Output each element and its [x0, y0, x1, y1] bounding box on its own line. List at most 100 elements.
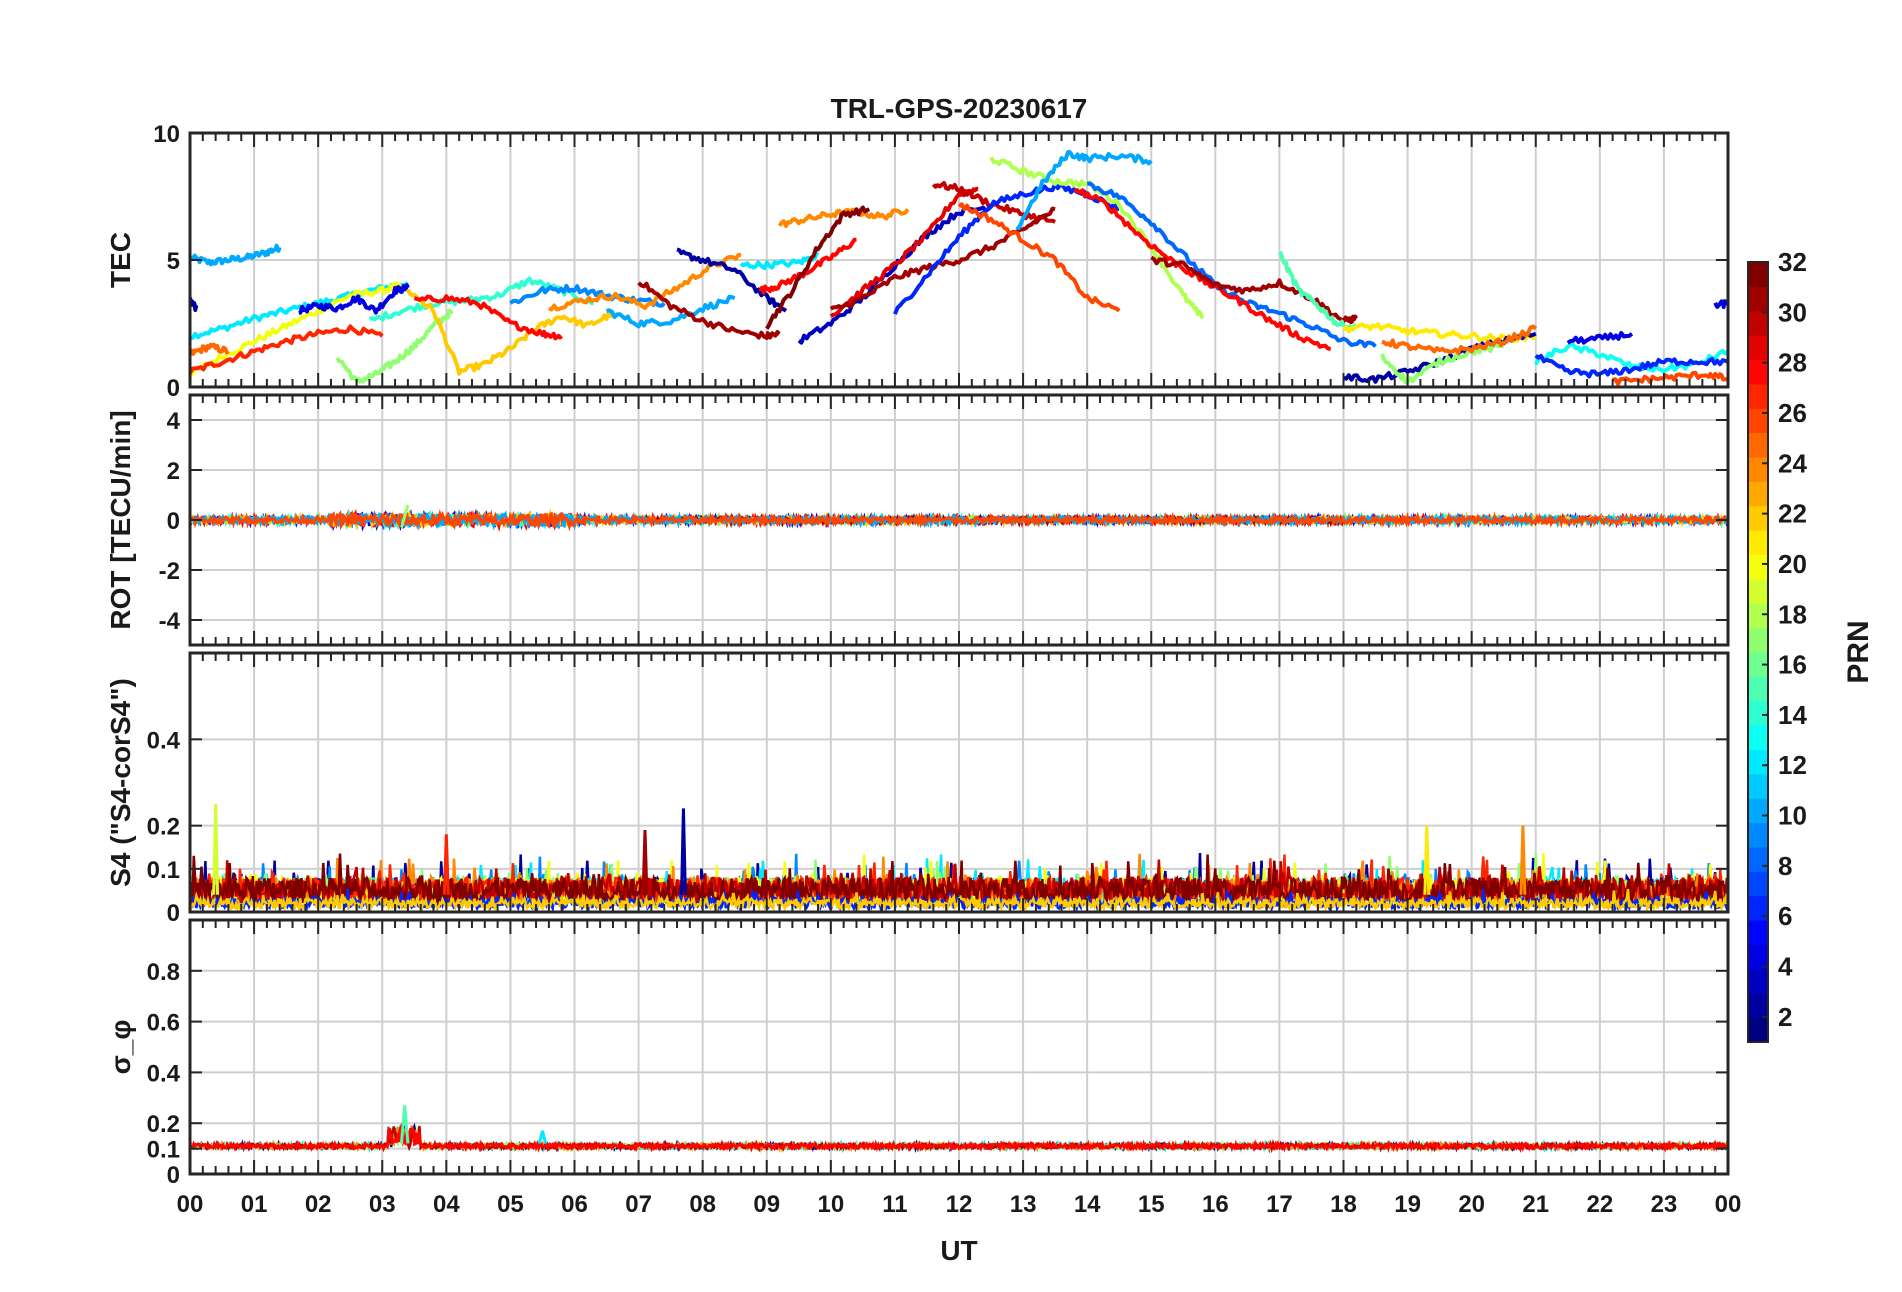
x-tick-label: 15 — [1138, 1191, 1165, 1218]
s4-peak-prn-24 — [1519, 825, 1527, 895]
y-tick-label: -4 — [159, 608, 181, 635]
colorbar-band — [1748, 383, 1768, 409]
colorbar-tick-label: 10 — [1778, 801, 1807, 831]
colorbar-tick-label: 24 — [1778, 448, 1807, 478]
y-tick-label: 0.1 — [147, 857, 180, 884]
x-tick-label: 02 — [305, 1191, 332, 1218]
colorbar-frame — [1747, 261, 1769, 1043]
y-tick-label: 10 — [153, 121, 180, 148]
x-tick-label: 20 — [1458, 1191, 1485, 1218]
colorbar-band — [1748, 530, 1768, 555]
s4-peak-prn-27 — [442, 834, 450, 895]
tec-series-prn-26 — [957, 202, 1121, 313]
tec-series-prn-31 — [1150, 255, 1359, 325]
colorbar-band — [1748, 335, 1768, 360]
colorbar-band — [1748, 408, 1768, 434]
tec-series-prn-21 — [1342, 322, 1537, 344]
colorbar-band — [1748, 652, 1768, 677]
x-tick-label: 10 — [817, 1191, 844, 1218]
tec-series-prn-12 — [739, 251, 820, 271]
colorbar-band — [1748, 920, 1768, 945]
y-axis-label: σ_φ — [105, 1020, 136, 1075]
colorbar-tick-label: 2 — [1778, 1002, 1792, 1032]
x-tick-label: 08 — [689, 1191, 716, 1218]
x-tick-label: 00 — [177, 1191, 204, 1218]
tec-series-prn-27 — [190, 324, 384, 374]
panel-rot: -4 -2 0 2 4 ROT [TECU/min] — [105, 393, 1730, 647]
colorbar-tick-label: 6 — [1778, 901, 1792, 931]
colorbar-band — [1748, 505, 1768, 531]
x-tick-label: 17 — [1266, 1191, 1293, 1218]
colorbar-band — [1748, 871, 1768, 897]
rot-spike-prn-17 — [400, 504, 410, 528]
data-layer — [190, 149, 1728, 386]
tec-series-prn-15 — [1277, 251, 1359, 332]
s4-peak-prn-21 — [1423, 825, 1431, 895]
y-tick-label: 0.2 — [147, 814, 180, 841]
colorbar-band — [1748, 286, 1768, 312]
tec-series-prn-26 — [1612, 370, 1728, 386]
panel-sigma_phi: 00.10.2 0.4 0.6 0.8 σ_φ — [105, 918, 1730, 1189]
tec-series-prn-4 — [1713, 299, 1728, 309]
s4-peak-prn-19 — [212, 804, 220, 895]
colorbar-band — [1748, 603, 1768, 629]
colorbar-tick-label: 30 — [1778, 297, 1807, 327]
y-tick-label: 0 — [167, 1162, 180, 1189]
x-tick-label: 13 — [1010, 1191, 1037, 1218]
x-axis-label: UT — [940, 1235, 977, 1266]
colorbar-tick-label: 22 — [1778, 499, 1807, 529]
colorbar-band — [1748, 725, 1768, 750]
colorbar-band — [1748, 627, 1768, 653]
tec-series-prn-6 — [1534, 353, 1728, 379]
tec-series-prn-28 — [413, 294, 563, 341]
panel-tec: 0 5 10 TEC — [105, 121, 1730, 402]
data-layer — [190, 504, 1728, 533]
y-axis-label: TEC — [105, 232, 136, 288]
colorbar-band — [1748, 432, 1768, 458]
y-tick-label: 0.1 — [147, 1137, 180, 1164]
tec-series-prn-31 — [829, 206, 1056, 311]
colorbar-tick-label: 12 — [1778, 750, 1807, 780]
x-tick-label: 21 — [1522, 1191, 1549, 1218]
x-tick-label: 23 — [1651, 1191, 1678, 1218]
colorbar-tick-label: 26 — [1778, 398, 1807, 428]
colorbar-tick-label: 28 — [1778, 348, 1807, 378]
y-tick-label: 4 — [167, 408, 181, 435]
colorbar-band — [1748, 457, 1768, 482]
y-tick-label: 0.6 — [147, 1010, 180, 1037]
tec-series-prn-10 — [605, 294, 736, 329]
s4-peak-prn-31 — [641, 829, 649, 895]
tec-series-prn-8 — [1086, 181, 1377, 349]
y-tick-label: 0 — [167, 900, 180, 927]
y-tick-label: 0.4 — [147, 727, 181, 754]
rot-series-prn-26 — [190, 509, 1728, 532]
x-tick-label: 22 — [1586, 1191, 1613, 1218]
tec-series-prn-3 — [797, 205, 993, 345]
colorbar-band — [1748, 1017, 1768, 1043]
x-tick-label: 04 — [433, 1191, 460, 1218]
x-tick-label: 11 — [882, 1191, 907, 1218]
tec-series-prn-32 — [765, 205, 871, 330]
tec-series-prn-2 — [676, 247, 788, 313]
y-tick-label: -2 — [159, 558, 180, 585]
colorbar-band — [1748, 700, 1768, 726]
y-axis-label: S4 ("S4-corS4") — [105, 678, 136, 887]
y-tick-label: 0.2 — [147, 1111, 180, 1138]
tec-series-prn-4 — [1566, 330, 1634, 345]
x-tick-label: 03 — [369, 1191, 396, 1218]
sigma-series-prn-28 — [190, 1122, 1728, 1154]
x-tick-label: 16 — [1202, 1191, 1229, 1218]
chart-title: TRL-GPS-20230617 — [831, 93, 1088, 124]
data-layer — [190, 1105, 1728, 1154]
panel-s4: 0 0.1 0.2 0.4 S4 ("S4-corS4") — [105, 651, 1730, 927]
colorbar-tick-label: 20 — [1778, 549, 1807, 579]
colorbar-band — [1748, 262, 1768, 287]
colorbar-band — [1748, 993, 1768, 1019]
colorbar-tick-label: 14 — [1778, 700, 1807, 730]
x-tick-label: 19 — [1394, 1191, 1421, 1218]
y-tick-label: 0 — [167, 375, 180, 402]
tec-series-prn-25 — [1381, 324, 1538, 355]
y-tick-label: 5 — [167, 248, 180, 275]
